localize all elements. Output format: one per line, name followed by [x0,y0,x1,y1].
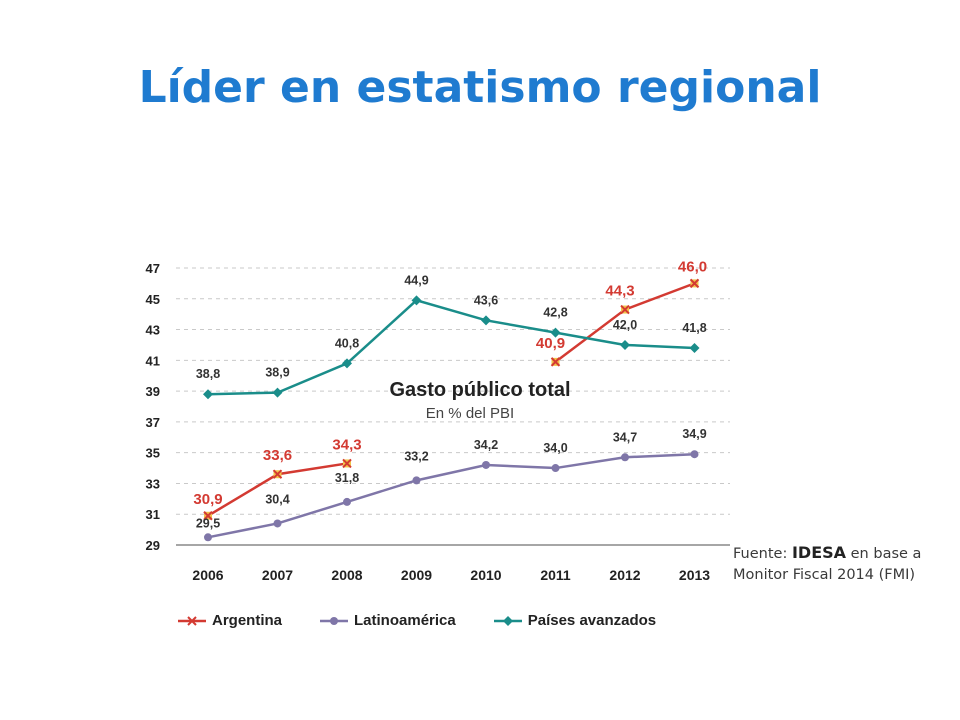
data-point [342,358,352,369]
y-tick-label: 41 [146,353,160,368]
legend-item: Países avanzados [493,612,657,629]
chart-title: Gasto público total [389,379,570,401]
x-tick-label: 2012 [609,567,640,583]
data-point [550,327,561,338]
data-label: 29,5 [196,516,220,530]
data-point [482,460,490,469]
data-point [620,339,630,350]
x-tick-label: 2013 [679,567,710,583]
data-point [343,497,351,506]
y-tick-label: 43 [146,323,160,338]
legend-label: Latinoamérica [354,612,456,629]
data-point [481,315,491,326]
data-label: 38,8 [196,367,220,381]
data-label: 30,9 [193,491,222,508]
data-label: 34,2 [474,438,498,452]
chart-subtitle: En % del PBI [426,405,514,422]
data-point [203,389,213,400]
chart-axes: 29 31 33 35 37 39 41 43 45 47 2006 2007 2008 2009 2010… [146,261,730,583]
data-label: 42,8 [543,306,567,320]
x-tick-label: 2010 [470,567,501,583]
legend-swatch [493,615,522,626]
y-tick-label: 45 [146,292,160,307]
y-tick-label: 47 [146,261,160,276]
legend-label: Argentina [212,612,283,629]
source-rest: en base a Monitor Fiscal 2014 (FMI) [733,546,922,583]
data-point [204,533,212,542]
data-point [412,476,421,485]
data-point [689,278,700,289]
chart-legend: Argentina Latinoamérica Países avanzados [178,612,656,629]
data-point [411,295,422,306]
data-point [551,464,560,473]
data-point [272,469,283,479]
y-tick-label: 35 [146,446,160,461]
chart-data-labels: 30,9 33,6 34,3 40,9 44,3 46,0 29,5 30,4 31,8 33,2… [193,258,707,530]
data-label: 40,9 [536,335,565,352]
data-label: 31,8 [335,471,359,485]
data-label: 30,4 [265,492,289,506]
source-label: Fuente: [733,546,788,562]
data-label: 34,9 [682,427,706,441]
data-point [621,453,629,462]
legend-label: Países avanzados [527,612,657,629]
legend-item: Latinoamérica [320,612,456,629]
x-tick-label: 2007 [262,567,293,583]
data-label: 46,0 [678,258,707,275]
data-label: 44,9 [404,273,428,287]
y-tick-label: 33 [146,476,160,491]
slide-title: Líder en estatismo regional [138,62,822,113]
data-point [342,458,352,469]
legend-swatch [178,615,206,626]
data-point [620,304,630,315]
data-point [689,343,700,354]
data-label: 44,3 [605,283,634,300]
legend-item: Argentina [178,612,282,629]
x-tick-label: 2006 [192,567,223,583]
chart-series [203,278,700,542]
series-line [207,452,695,539]
y-tick-label: 29 [146,538,160,553]
data-label: 34,3 [332,436,361,453]
y-tick-label: 39 [146,384,160,399]
source-org: IDESA [791,543,847,562]
data-label: 40,8 [335,336,359,350]
legend-swatch [320,616,349,625]
data-point [273,519,282,528]
data-point [690,450,699,459]
y-tick-label: 37 [146,415,160,430]
data-label: 38,9 [265,366,289,380]
chart-title-group: Gasto público total En % del PBI [389,379,570,422]
data-label: 33,6 [263,447,292,464]
data-label: 43,6 [474,293,498,307]
x-tick-label: 2011 [540,567,571,583]
data-label: 33,2 [404,449,428,463]
source-note: Fuente: IDESA en base a Monitor Fiscal 2… [733,542,933,586]
data-label: 41,8 [682,321,706,335]
data-label: 42,0 [613,318,637,332]
x-tick-label: 2008 [331,567,362,583]
data-point [550,357,561,367]
data-label: 34,7 [613,430,637,444]
data-point [203,511,213,521]
x-tick-label: 2009 [401,567,432,583]
series-line [207,298,695,396]
y-tick-label: 31 [146,507,160,522]
data-label: 34,0 [543,441,567,455]
data-point [272,387,283,398]
